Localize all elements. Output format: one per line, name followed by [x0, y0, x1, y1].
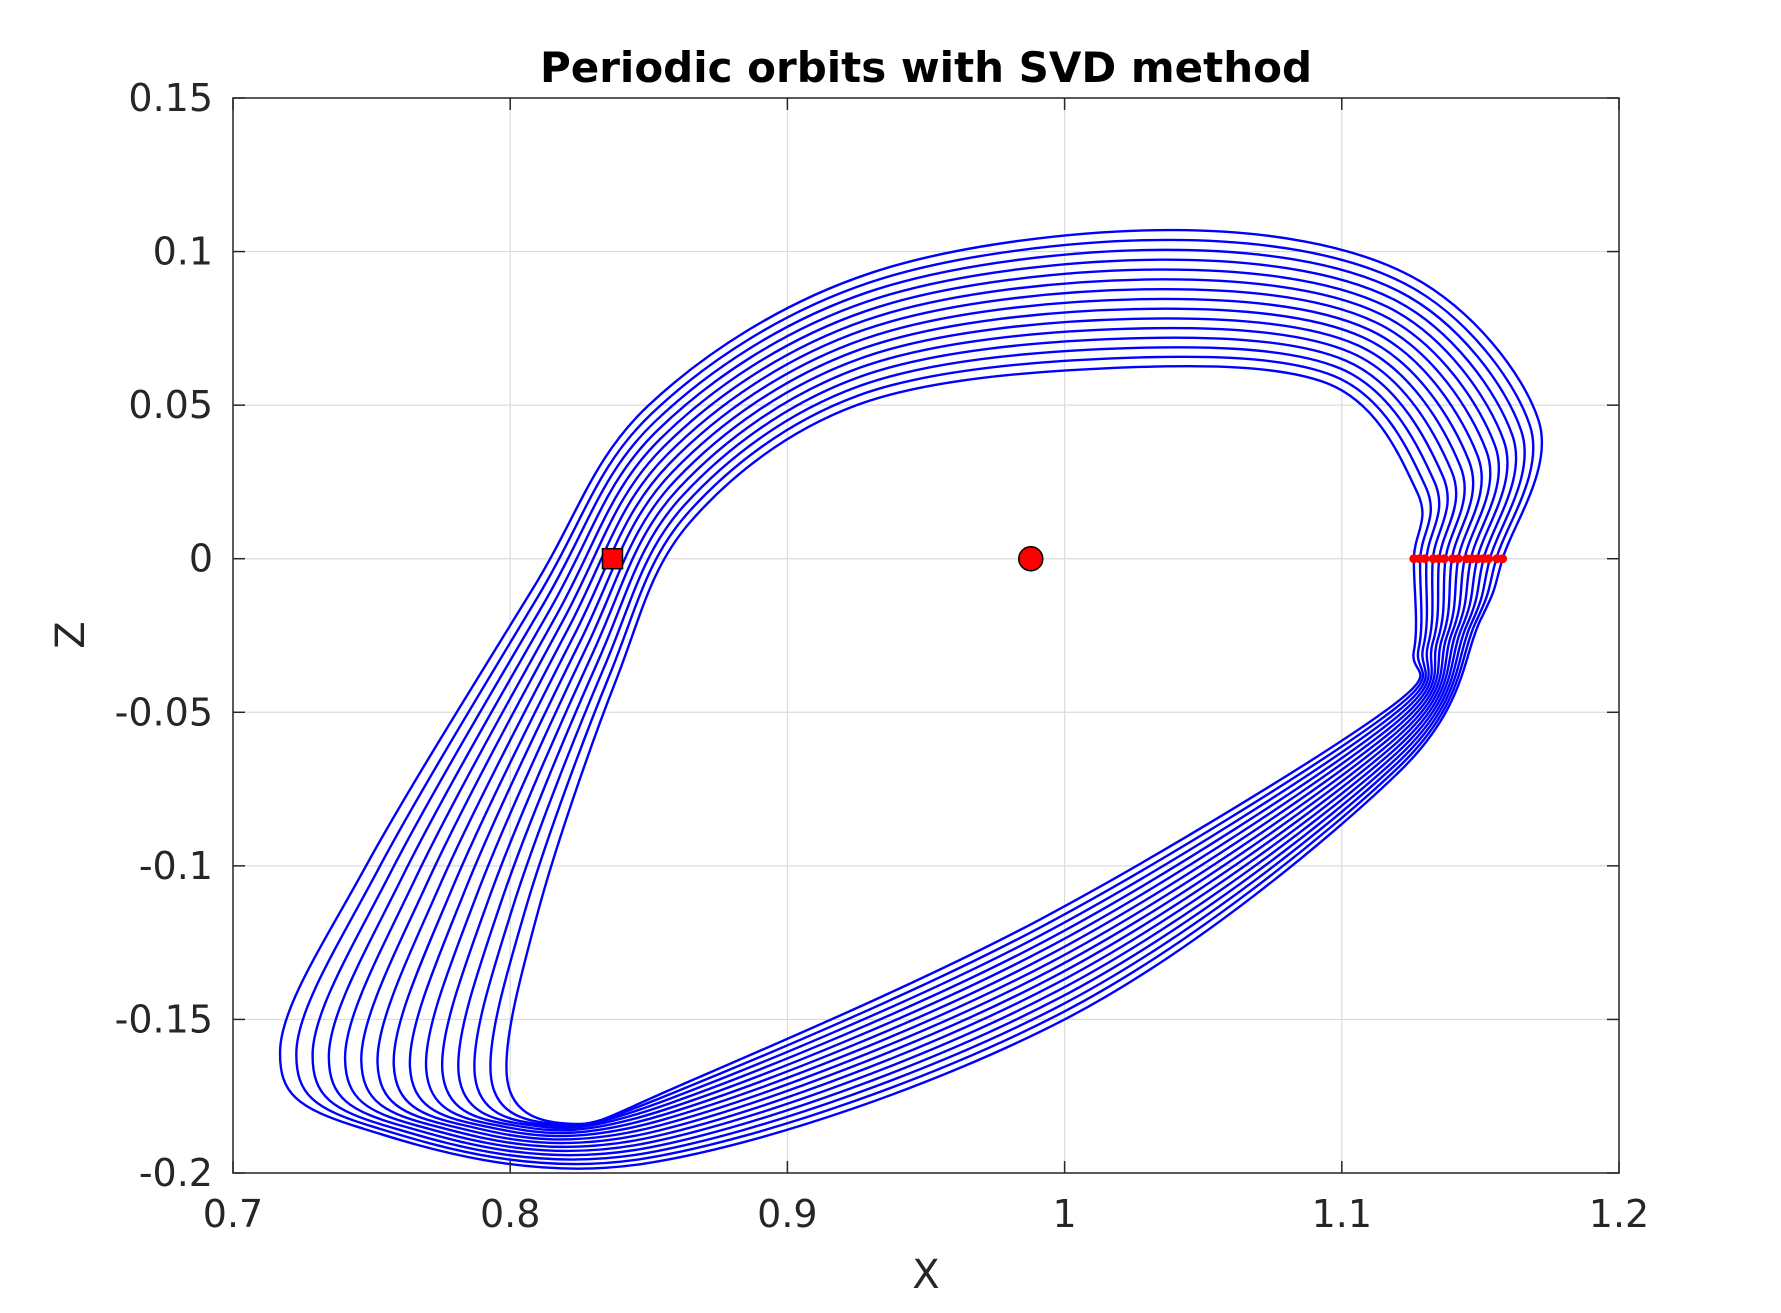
orbit-line [311, 248, 1526, 1161]
x-tick-label: 0.9 [757, 1192, 817, 1236]
orbit-line [489, 355, 1432, 1127]
y-tick-label: 0 [189, 537, 213, 581]
orbit-crossing-point [1453, 554, 1463, 564]
y-tick-label: 0.05 [128, 383, 213, 427]
orbit-line [457, 336, 1449, 1130]
orbit-line [360, 278, 1501, 1149]
y-tick-label: -0.15 [115, 997, 213, 1041]
y-tick-label: -0.1 [139, 844, 213, 888]
x-tick-label: 0.8 [480, 1192, 540, 1236]
orbit-line [473, 346, 1441, 1128]
orbit-crossing-point [1420, 554, 1430, 564]
y-axis-ticks: 0.15 0.1 0.05 0 -0.05 -0.1 -0.15 -0.2 [115, 76, 1619, 1195]
orbit-line [376, 287, 1492, 1145]
orbit-line [440, 326, 1458, 1132]
markers [601, 545, 1508, 572]
orbit-crossing-point [1484, 554, 1494, 564]
orbit-line [327, 258, 1518, 1157]
y-tick-label: -0.2 [139, 1151, 213, 1195]
orbit-line [295, 238, 1535, 1166]
x-tick-label: 1 [1053, 1192, 1077, 1236]
x-tick-label: 0.7 [203, 1192, 263, 1236]
orbit-crossing-point [1439, 554, 1449, 564]
orbit-line [408, 307, 1475, 1138]
orbit-crossing-point [1498, 554, 1508, 564]
x-axis-ticks: 0.7 0.8 0.9 1 1.1 1.2 [203, 98, 1649, 1236]
x-tick-label: 1.1 [1312, 1192, 1372, 1236]
y-axis-label: Z [48, 621, 94, 648]
orbit-series [278, 228, 1544, 1170]
orbit-line [392, 297, 1483, 1141]
orbit-line [278, 228, 1544, 1170]
plot-box [232, 97, 1620, 1174]
square-marker [601, 547, 624, 570]
circle-marker [1018, 545, 1044, 572]
y-tick-label: 0.15 [128, 76, 213, 120]
orbit-line [343, 268, 1509, 1153]
chart-title: Periodic orbits with SVD method [540, 43, 1312, 92]
y-tick-label: -0.05 [115, 690, 213, 734]
orbit-line [424, 317, 1466, 1135]
orbit-line [505, 364, 1424, 1126]
x-tick-label: 1.2 [1589, 1192, 1649, 1236]
y-tick-label: 0.1 [153, 230, 213, 274]
axes [232, 97, 1620, 1174]
x-axis-label: X [912, 1252, 939, 1298]
